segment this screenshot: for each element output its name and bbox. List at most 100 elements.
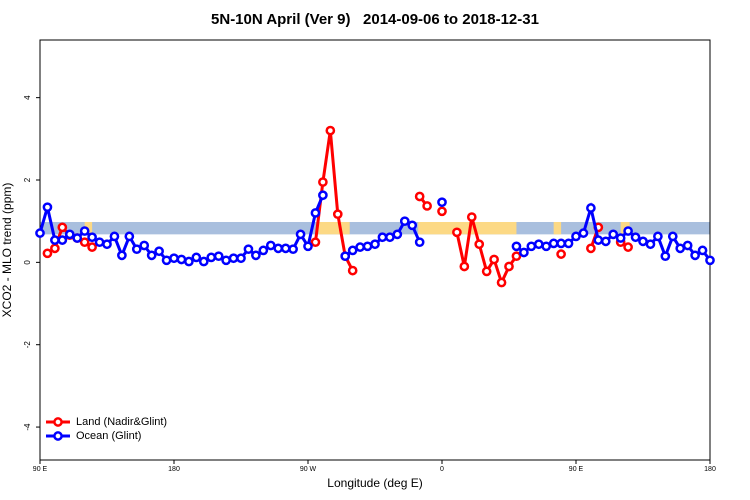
point <box>414 237 425 248</box>
point <box>675 243 686 254</box>
point <box>489 254 499 265</box>
x-tick-label: 90 E <box>33 466 48 473</box>
point <box>79 237 90 248</box>
point <box>645 239 656 250</box>
point <box>377 232 388 243</box>
legend-marker <box>53 417 63 427</box>
point <box>481 266 492 277</box>
point <box>586 203 596 213</box>
point <box>511 251 522 262</box>
point <box>466 212 477 222</box>
point <box>161 255 172 266</box>
point <box>243 244 254 255</box>
legend-label: Ocean (Glint) <box>76 430 141 442</box>
y-tick-label: 2 <box>23 177 32 182</box>
point <box>64 229 75 240</box>
point <box>50 243 60 254</box>
legend-marker <box>53 431 63 441</box>
point <box>370 239 380 250</box>
x-tick-label: 180 <box>704 466 716 473</box>
point <box>154 246 164 257</box>
point <box>146 250 157 261</box>
point <box>340 251 351 262</box>
point <box>571 231 581 242</box>
point <box>586 243 596 254</box>
point <box>94 237 105 248</box>
point <box>407 220 418 231</box>
point <box>139 240 150 251</box>
point <box>578 228 589 238</box>
point <box>667 231 678 242</box>
point <box>79 226 90 236</box>
point <box>533 239 544 250</box>
highlight <box>318 222 350 235</box>
point <box>35 228 45 238</box>
point <box>213 251 224 262</box>
y-axis-label: XCO2 - MLO trend (ppm) <box>0 183 14 318</box>
point <box>459 261 470 272</box>
point <box>526 241 537 252</box>
point <box>697 245 708 256</box>
series-line <box>46 130 629 287</box>
y-tick-label: -2 <box>23 341 32 349</box>
point <box>474 239 485 250</box>
legend-label: Land (Nadir&Glint) <box>76 416 167 428</box>
point <box>258 245 269 256</box>
point <box>608 229 619 240</box>
point <box>318 177 328 187</box>
point <box>385 232 395 243</box>
point <box>72 233 83 243</box>
x-tick-label: 90 E <box>569 466 584 473</box>
point <box>437 206 447 217</box>
point <box>191 252 202 263</box>
point <box>310 208 321 218</box>
point <box>57 222 68 233</box>
band <box>40 222 710 235</box>
point <box>653 231 663 242</box>
point <box>347 245 358 256</box>
point <box>399 216 410 227</box>
point <box>519 247 529 258</box>
x-tick-label: 180 <box>168 466 180 473</box>
point <box>541 241 552 252</box>
point <box>556 238 566 249</box>
point <box>511 241 522 252</box>
point <box>452 227 462 238</box>
point <box>355 242 365 252</box>
point <box>422 201 432 211</box>
point <box>57 235 68 245</box>
highlight <box>553 222 562 235</box>
point <box>206 252 217 263</box>
point <box>87 232 97 243</box>
point <box>169 253 179 264</box>
x-tick-label: 0 <box>440 466 444 473</box>
x-axis-label: Longitude (deg E) <box>327 476 422 490</box>
highlight <box>418 222 517 235</box>
y-tick-label: -4 <box>23 423 32 431</box>
point <box>102 239 112 250</box>
point <box>504 261 514 272</box>
point <box>705 255 715 266</box>
point <box>690 250 700 261</box>
point <box>362 241 373 252</box>
y-tick-label: 0 <box>23 260 32 265</box>
point <box>273 243 284 254</box>
point <box>593 235 604 245</box>
point <box>615 233 626 243</box>
point <box>176 254 187 265</box>
point <box>548 238 559 249</box>
point <box>280 243 291 254</box>
point <box>623 226 633 236</box>
point <box>117 250 127 261</box>
point <box>660 251 671 262</box>
point <box>496 277 507 288</box>
point <box>42 202 53 213</box>
point <box>265 240 276 251</box>
point <box>184 256 194 267</box>
point <box>630 232 641 243</box>
point <box>556 249 566 259</box>
point <box>437 197 447 208</box>
x-tick-label: 90 W <box>300 466 317 473</box>
point <box>87 242 97 252</box>
